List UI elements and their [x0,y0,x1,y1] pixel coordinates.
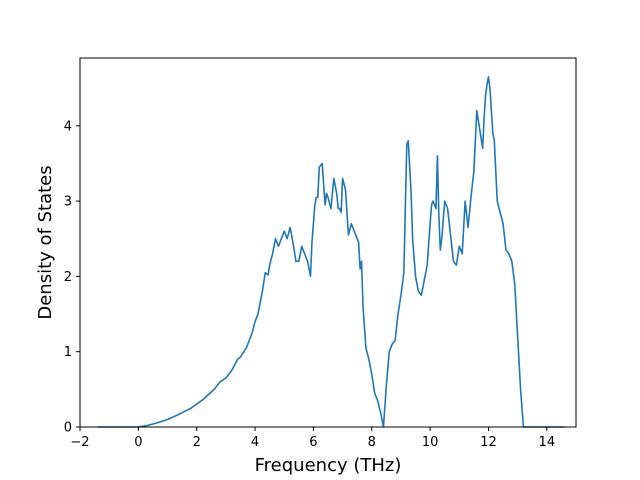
x-tick-label: 10 [422,435,439,450]
x-tick-label: 14 [539,435,556,450]
y-tick-label: 4 [64,119,72,134]
y-tick-label: 2 [64,270,72,285]
y-tick-label: 3 [64,195,72,210]
x-tick-label: 12 [480,435,497,450]
x-tick-label: 4 [251,435,259,450]
axes-frame [79,57,577,428]
plot-area [97,76,565,428]
y-tick-label: 0 [64,421,72,436]
y-axis-ticks: 0 1 2 3 4 [64,119,80,436]
x-tick-label: 0 [134,435,142,450]
x-tick-label: 6 [309,435,317,450]
x-axis-ticks: −2 0 2 4 6 8 10 12 14 [70,427,555,450]
x-tick-label: 2 [193,435,201,450]
y-tick-label: 1 [64,345,72,360]
y-axis-label: Density of States [35,165,56,319]
x-tick-label: −2 [70,435,89,450]
dos-series-line [97,76,565,428]
x-tick-label: 8 [368,435,376,450]
x-axis-label: Frequency (THz) [255,455,402,476]
